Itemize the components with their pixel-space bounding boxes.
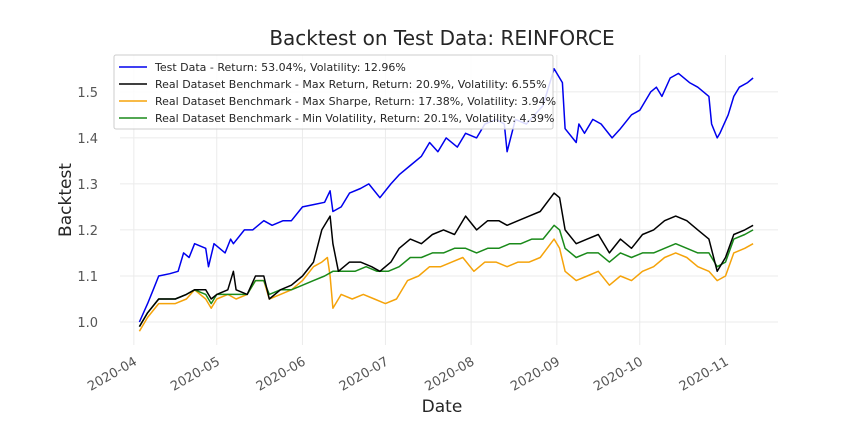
legend-label-2: Real Dataset Benchmark - Max Return, Ret… [155,78,547,91]
series-layer [138,68,754,332]
y-tick-label: 1.5 [77,86,98,101]
x-tick-label: 2020-09 [508,354,563,394]
x-tick-label: 2020-04 [85,354,140,394]
y-tick-label: 1.1 [77,270,98,285]
y-axis-label: Backtest [56,163,76,237]
x-tick-label: 2020-06 [254,354,309,394]
legend-box [113,54,554,130]
y-tick-label: 1.2 [77,224,98,239]
legend: Test Data - Return: 53.04%, Volatility: … [113,54,556,130]
x-tick-label: 2020-11 [677,354,732,394]
series-line-1 [138,68,754,323]
y-tick-label: 1.4 [77,132,98,147]
legend-label-4: Real Dataset Benchmark - Min Volatility,… [155,112,554,125]
legend-label-1: Test Data - Return: 53.04%, Volatility: … [154,61,406,74]
x-tick-label: 2020-08 [423,354,478,394]
legend-label-3: Real Dataset Benchmark - Max Sharpe, Ret… [155,95,556,108]
series-line-3 [138,238,754,332]
y-tick-label: 1.3 [77,178,98,193]
x-tick-label: 2020-05 [168,354,223,394]
x-axis-label: Date [422,397,463,417]
chart-title: Backtest on Test Data: REINFORCE [269,26,614,50]
x-tick-labels: 2020-04 2020-05 2020-06 2020-07 2020-08 2020-… [85,354,731,394]
y-tick-label: 1.0 [77,316,98,331]
series-line-4 [138,224,754,327]
x-tick-label: 2020-10 [591,354,646,394]
series-line-2 [138,192,754,327]
y-tick-labels: 1.0 1.1 1.2 1.3 1.4 1.5 [77,86,98,331]
x-tick-label: 2020-07 [337,354,392,394]
